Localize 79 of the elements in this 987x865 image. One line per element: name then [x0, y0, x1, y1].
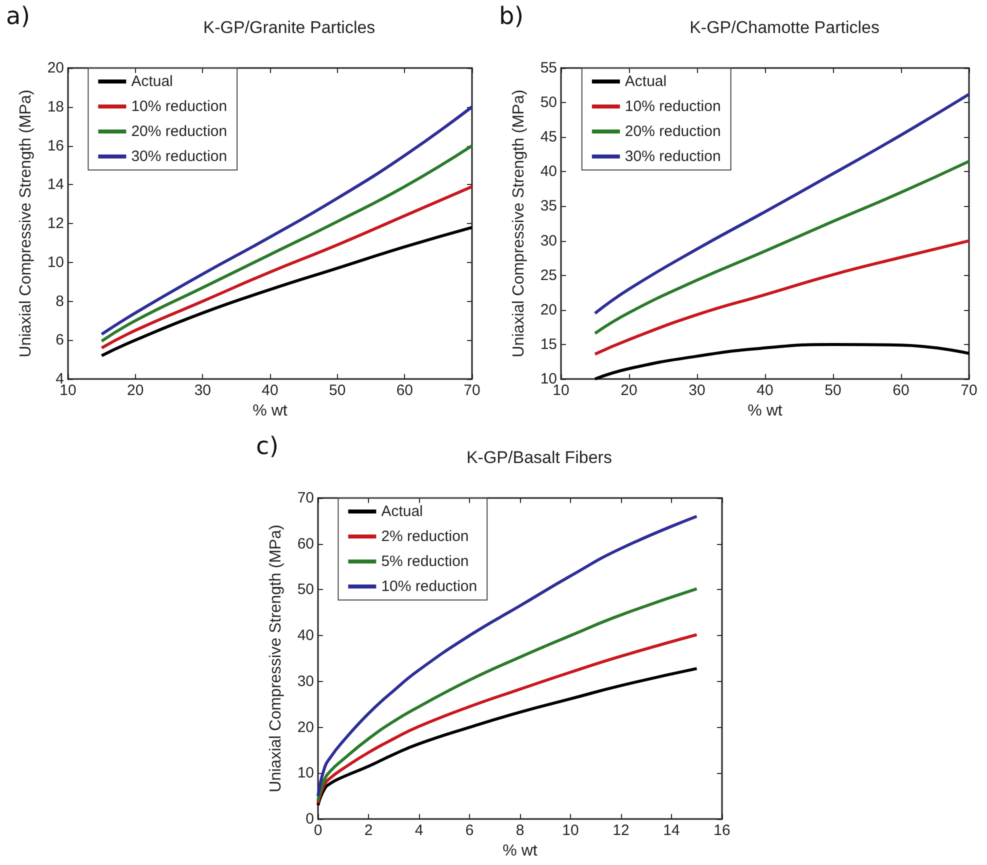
x-tick-label: 70 — [464, 382, 480, 399]
y-tick-label: 20 — [540, 301, 557, 318]
x-tick-label: 6 — [465, 822, 474, 839]
y-tick-label: 16 — [47, 137, 64, 154]
legend-label: 10% reduction — [624, 98, 721, 115]
chart-title: K-GP/Chamotte Particles — [690, 18, 880, 37]
x-axis-title: % wt — [252, 402, 288, 420]
x-tick-label: 16 — [714, 822, 730, 839]
y-tick-label: 70 — [297, 490, 314, 506]
y-tick-label: 30 — [297, 672, 314, 690]
y-tick-label: 0 — [306, 810, 314, 828]
line-series — [594, 160, 970, 335]
line-series — [594, 92, 970, 315]
line-series — [594, 239, 970, 356]
x-axis-title: % wt — [502, 842, 538, 860]
x-tick-label: 4 — [414, 822, 424, 839]
line-series — [316, 633, 698, 804]
text: b) — [499, 2, 524, 30]
y-tick-label: 8 — [56, 292, 64, 310]
legend-label: Actual — [131, 73, 173, 90]
line-series — [594, 342, 970, 380]
y-tick-label: 35 — [540, 198, 557, 215]
x-tick-label: 30 — [194, 382, 212, 399]
legend-label: Actual — [381, 503, 423, 520]
legend-label: 30% reduction — [131, 148, 228, 165]
line-series — [316, 667, 698, 807]
y-axis-title: Uniaxial Compressive Strength (MPa) — [18, 90, 34, 358]
y-tick-label: 50 — [540, 94, 557, 112]
chart-title: K-GP/Granite Particles — [203, 18, 376, 37]
y-tick-label: 60 — [297, 535, 314, 552]
y-tick-label: 45 — [540, 128, 557, 146]
x-tick-label: 60 — [396, 382, 414, 399]
y-tick-label: 55 — [540, 60, 557, 76]
line-series — [316, 514, 698, 798]
chart-title: K-GP/Basalt Fibers — [466, 448, 612, 467]
line-series — [100, 185, 474, 350]
legend-label: 2% reduction — [381, 528, 469, 545]
legend-label: 20% reduction — [131, 123, 228, 140]
legend-label: 30% reduction — [624, 148, 721, 165]
x-tick-label: 20 — [126, 382, 144, 399]
legend-label: 5% reduction — [381, 553, 469, 570]
x-tick-label: 10 — [562, 822, 579, 839]
y-tick-label: 14 — [47, 176, 64, 194]
x-tick-label: 20 — [620, 382, 638, 399]
y-tick-label: 20 — [47, 60, 64, 76]
x-tick-label: 70 — [960, 382, 978, 399]
x-axis-title: % wt — [748, 402, 783, 420]
x-tick-label: 8 — [516, 822, 524, 839]
y-tick-label: 6 — [56, 332, 64, 349]
x-tick-label: 40 — [262, 382, 278, 399]
y-tick-label: 18 — [47, 98, 64, 116]
y-axis-title: Uniaxial Compressive Strength (MPa) — [268, 524, 284, 792]
legend-label: 10% reduction — [131, 98, 228, 115]
x-tick-label: 50 — [824, 382, 842, 399]
y-tick-label: 10 — [297, 764, 314, 782]
y-tick-label: 40 — [540, 163, 557, 180]
y-tick-label: 10 — [47, 254, 64, 271]
x-tick-label: 30 — [688, 382, 706, 399]
y-axis-title: Uniaxial Compressive Strength (MPa) — [510, 90, 528, 358]
x-tick-label: 40 — [756, 382, 774, 399]
y-tick-label: 30 — [540, 232, 557, 250]
line-series — [100, 144, 474, 343]
text: c) — [256, 432, 279, 460]
x-tick-label: 14 — [663, 822, 680, 839]
legend-label: 10% reduction — [381, 578, 478, 595]
y-tick-label: 20 — [297, 718, 314, 736]
x-tick-label: 60 — [892, 382, 910, 399]
line-series — [100, 226, 474, 358]
y-tick-label: 25 — [540, 266, 557, 284]
x-tick-label: 2 — [364, 822, 373, 839]
legend-label: Actual — [624, 73, 667, 90]
y-tick-label: 15 — [540, 336, 557, 353]
y-tick-label: 50 — [297, 581, 314, 598]
text: a) — [6, 2, 30, 30]
legend-label: 20% reduction — [624, 123, 721, 140]
y-tick-label: 12 — [47, 215, 64, 232]
x-tick-label: 50 — [328, 382, 346, 399]
y-tick-label: 40 — [297, 627, 314, 644]
x-tick-label: 12 — [612, 822, 630, 839]
